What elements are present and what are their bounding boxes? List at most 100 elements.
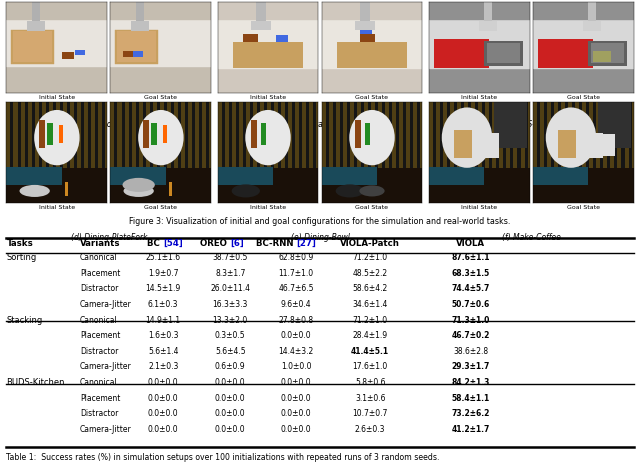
Text: Goal State: Goal State <box>566 205 600 210</box>
Text: Table 1:  Success rates (%) in simulation setups over 100 initializations with r: Table 1: Success rates (%) in simulation… <box>6 453 440 462</box>
Bar <box>429 102 433 173</box>
Bar <box>434 39 489 68</box>
Bar <box>429 18 530 68</box>
Bar <box>151 123 157 144</box>
Bar <box>360 34 375 42</box>
Bar <box>115 30 158 64</box>
Bar <box>77 102 81 173</box>
Bar <box>118 31 156 63</box>
Bar <box>131 20 148 31</box>
Bar <box>218 15 319 68</box>
Bar <box>454 130 472 158</box>
Text: Initial State: Initial State <box>461 95 497 100</box>
Text: 48.5±2.2: 48.5±2.2 <box>353 269 388 278</box>
Bar <box>406 102 410 173</box>
Bar <box>56 102 60 173</box>
Text: Canonical: Canonical <box>80 378 118 387</box>
Bar <box>195 102 199 173</box>
Bar <box>136 2 144 22</box>
Text: 87.6±1.1: 87.6±1.1 <box>451 253 490 262</box>
Text: 0.0±0.0: 0.0±0.0 <box>281 425 312 434</box>
Text: 0.6±0.9: 0.6±0.9 <box>215 363 246 371</box>
Bar <box>558 130 576 158</box>
Bar <box>371 102 375 173</box>
Bar <box>181 102 185 173</box>
Bar <box>6 102 10 173</box>
Text: BC: BC <box>147 239 163 248</box>
Ellipse shape <box>335 184 364 198</box>
Bar <box>365 123 370 144</box>
Bar <box>450 102 454 173</box>
Bar <box>288 102 292 173</box>
Bar <box>479 20 497 31</box>
Bar <box>471 102 475 173</box>
Ellipse shape <box>232 184 260 198</box>
Text: Initial State: Initial State <box>39 95 75 100</box>
Bar <box>276 35 288 42</box>
Bar <box>253 102 257 173</box>
Text: (a) Sorting: (a) Sorting <box>88 120 129 130</box>
Bar <box>35 102 38 173</box>
Text: 50.7±0.6: 50.7±0.6 <box>451 300 490 309</box>
Bar <box>355 119 361 148</box>
Bar <box>75 50 85 55</box>
Bar <box>588 41 627 66</box>
Text: (f) Make-Coffee: (f) Make-Coffee <box>502 233 561 242</box>
Bar <box>582 102 586 173</box>
Text: 27.8±0.8: 27.8±0.8 <box>278 315 314 325</box>
Text: 0.0±0.0: 0.0±0.0 <box>148 425 179 434</box>
Bar <box>92 102 95 173</box>
Bar <box>218 168 319 203</box>
Bar <box>464 102 468 173</box>
Text: 0.0±0.0: 0.0±0.0 <box>215 394 246 402</box>
Bar <box>484 132 499 158</box>
Bar <box>106 102 109 173</box>
Text: 13.3±2.0: 13.3±2.0 <box>212 315 248 325</box>
Bar <box>487 43 520 63</box>
Bar <box>239 102 243 173</box>
Bar <box>506 102 511 173</box>
Bar <box>355 20 375 30</box>
Bar <box>146 102 150 173</box>
Text: Goal State: Goal State <box>355 95 388 100</box>
Text: 0.0±0.0: 0.0±0.0 <box>148 409 179 418</box>
Bar <box>538 39 593 68</box>
Bar <box>532 2 634 19</box>
Text: (b) Stacking: (b) Stacking <box>297 120 343 130</box>
Bar <box>589 102 593 173</box>
Bar <box>174 102 178 173</box>
Bar <box>494 102 527 148</box>
Bar <box>321 167 377 185</box>
Bar <box>232 102 236 173</box>
Bar <box>12 30 54 64</box>
Text: 58.6±4.2: 58.6±4.2 <box>353 284 388 294</box>
Text: 68.3±1.5: 68.3±1.5 <box>451 269 490 278</box>
Bar <box>47 123 53 144</box>
Bar <box>218 102 221 173</box>
Text: 2.1±0.3: 2.1±0.3 <box>148 363 179 371</box>
Bar <box>163 125 167 143</box>
Bar <box>132 51 143 57</box>
Text: 1.0±0.0: 1.0±0.0 <box>281 363 312 371</box>
Text: 8.3±1.7: 8.3±1.7 <box>215 269 246 278</box>
Text: 41.2±1.7: 41.2±1.7 <box>451 425 490 434</box>
Text: 0.0±0.0: 0.0±0.0 <box>148 378 179 387</box>
Bar <box>321 2 422 19</box>
Bar <box>125 102 129 173</box>
Bar <box>342 102 347 173</box>
Text: Goal State: Goal State <box>566 95 600 100</box>
Text: 0.0±0.0: 0.0±0.0 <box>281 409 312 418</box>
Text: 73.2±6.2: 73.2±6.2 <box>451 409 490 418</box>
Bar <box>632 102 636 173</box>
Text: 62.8±0.9: 62.8±0.9 <box>278 253 314 262</box>
Text: 46.7±6.5: 46.7±6.5 <box>278 284 314 294</box>
Text: 5.6±4.5: 5.6±4.5 <box>215 347 246 356</box>
Bar <box>218 2 319 19</box>
Bar <box>6 168 108 203</box>
Bar <box>540 102 544 173</box>
Text: Camera-Jitter: Camera-Jitter <box>80 425 132 434</box>
Bar <box>364 102 368 173</box>
Text: Canonical: Canonical <box>80 315 118 325</box>
Bar <box>110 102 115 173</box>
Ellipse shape <box>20 185 50 197</box>
